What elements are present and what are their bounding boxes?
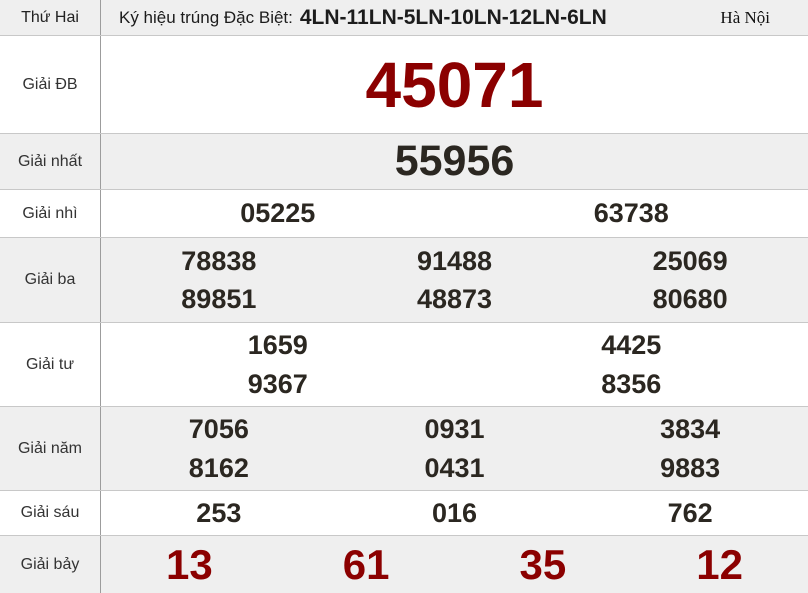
prize-numbers: 253 016 762 [101, 491, 808, 535]
prize-label: Giải năm [0, 407, 101, 490]
prize-numbers: 45071 [101, 36, 808, 133]
prize-label: Giải nhất [0, 134, 101, 189]
prize-row-seventh: Giải bảy 13 61 35 12 [0, 535, 808, 593]
prize-number: 9367 [247, 368, 308, 399]
prize-row-fourth: Giải tư 1659 4425 9367 8356 [0, 322, 808, 406]
prize-number: 89851 [181, 284, 257, 314]
prize-number: 9883 [660, 452, 721, 483]
prize-label: Giải nhì [0, 190, 101, 237]
prize-number: 25069 [652, 245, 728, 276]
prize-label: Giải ĐB [0, 36, 101, 133]
special-symbol-label: Ký hiệu trúng Đặc Biệt: [119, 7, 293, 27]
prize-number: 13 [166, 540, 213, 588]
prize-numbers: 55956 [101, 134, 808, 189]
prize-row-first: Giải nhất 55956 [0, 133, 808, 189]
header-content: Ký hiệu trúng Đặc Biệt: 4LN-11LN-5LN-10L… [101, 0, 808, 35]
prize-row-special: Giải ĐB 45071 [0, 35, 808, 133]
prize-label: Giải ba [0, 238, 101, 322]
prize-numbers: 13 61 35 12 [101, 536, 808, 593]
prize-number: 63738 [593, 198, 669, 229]
prize-number: 016 [431, 497, 478, 528]
prize-number: 05225 [240, 198, 316, 229]
prize-label: Giải bảy [0, 536, 101, 593]
prize-number: 8356 [601, 368, 662, 399]
prize-number: 78838 [181, 245, 257, 276]
prize-number: 61 [342, 540, 390, 588]
prize-number: 35 [519, 540, 567, 588]
prize-number: 45071 [365, 48, 544, 121]
prize-number: 4425 [601, 330, 662, 361]
prize-number: 762 [667, 497, 713, 528]
prize-number: 48873 [416, 284, 493, 314]
prize-number: 1659 [247, 330, 308, 361]
prize-number: 0431 [424, 452, 485, 483]
region-label: Hà Nội [720, 7, 770, 27]
weekday-label: Thứ Hai [0, 0, 101, 35]
prize-number: 0931 [424, 414, 485, 445]
prize-number: 7056 [188, 414, 249, 445]
prize-number: 8162 [188, 452, 249, 483]
prize-number: 55956 [394, 137, 515, 185]
prize-row-fifth: Giải năm 7056 0931 3834 8162 0431 9883 [0, 406, 808, 490]
prize-number: 80680 [652, 284, 728, 314]
prize-row-sixth: Giải sáu 253 016 762 [0, 490, 808, 535]
prize-number: 91488 [416, 245, 493, 276]
prize-numbers: 78838 91488 25069 89851 48873 80680 [101, 238, 808, 322]
prize-numbers: 7056 0931 3834 8162 0431 9883 [101, 407, 808, 490]
special-symbol-value: 4LN-11LN-5LN-10LN-12LN-6LN [299, 5, 607, 29]
prize-number: 253 [196, 497, 242, 528]
prize-number: 3834 [660, 414, 721, 445]
prize-numbers: 05225 63738 [101, 190, 808, 237]
header-row: Thứ Hai Ký hiệu trúng Đặc Biệt: 4LN-11LN… [0, 0, 808, 35]
prize-row-third: Giải ba 78838 91488 25069 89851 48873 80… [0, 237, 808, 322]
prize-number: 12 [696, 540, 743, 588]
prize-label: Giải tư [0, 323, 101, 406]
prize-row-second: Giải nhì 05225 63738 [0, 189, 808, 237]
prize-numbers: 1659 4425 9367 8356 [101, 323, 808, 406]
prize-label: Giải sáu [0, 491, 101, 535]
